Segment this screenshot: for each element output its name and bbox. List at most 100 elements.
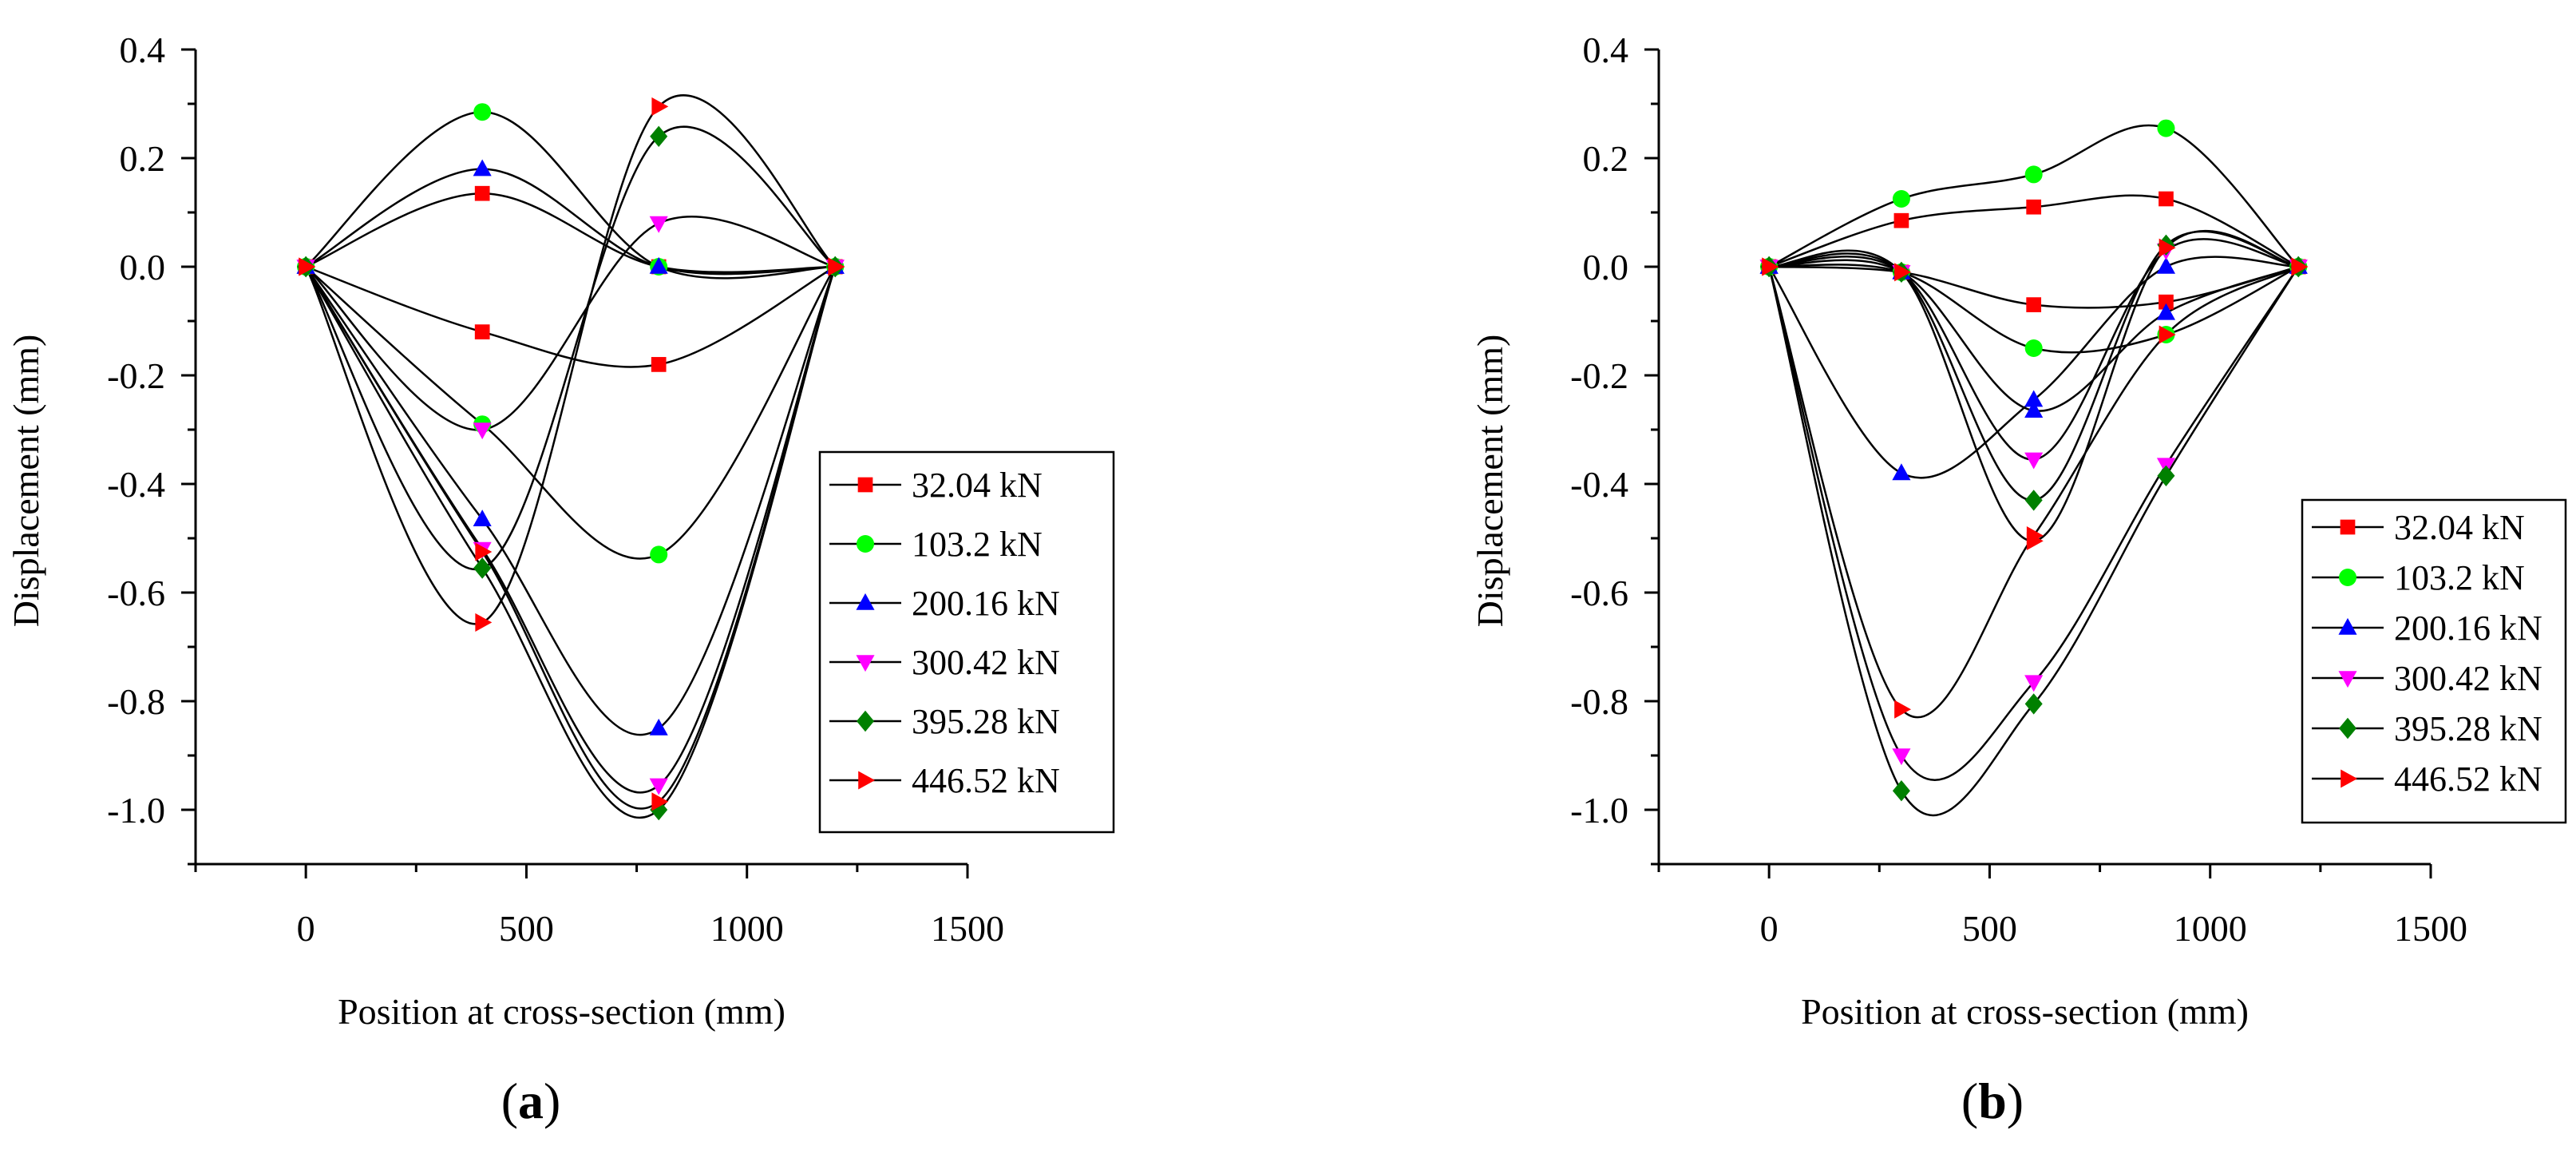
data-point: [2024, 452, 2044, 470]
data-point: [299, 257, 316, 276]
data-point: [473, 103, 492, 121]
legend-label: 103.2 kN: [2394, 558, 2525, 597]
data-point: [475, 613, 493, 632]
legend-label: 200.16 kN: [2394, 609, 2542, 648]
series-line: [305, 266, 837, 560]
data-point: [2157, 119, 2175, 137]
legend-marker: [856, 655, 875, 672]
series-line: [305, 266, 837, 794]
y-axis-title: Displacement (mm): [6, 335, 46, 628]
data-point: [1892, 190, 1910, 208]
y-tick-label: -0.2: [1570, 355, 1628, 396]
legend-label: 32.04 kN: [912, 466, 1043, 505]
x-axis-title: Position at cross-section (mm): [338, 991, 785, 1032]
series-line: [305, 125, 836, 571]
data-point: [828, 257, 845, 276]
panel-label: (a): [501, 1073, 561, 1129]
data-point: [650, 799, 668, 821]
data-point: [473, 159, 492, 176]
legend-marker: [856, 593, 875, 610]
series-line: [1767, 265, 2299, 719]
data-point: [651, 792, 669, 811]
y-tick-label: -1.0: [107, 790, 165, 831]
x-tick-label: 1500: [2394, 908, 2467, 949]
legend-label: 300.42 kN: [2394, 659, 2542, 698]
data-point: [651, 97, 669, 116]
data-point: [2159, 325, 2176, 344]
y-tick-label: -0.8: [1570, 681, 1628, 722]
data-point: [1894, 263, 1912, 282]
data-point: [2024, 693, 2043, 715]
chart-panel-a: 0.4 0.2 0.0 -0.2 -0.4 -0.6 -0.8 -1.0 0 500 1000 150…: [6, 30, 1115, 1129]
y-tick-label: -0.2: [107, 355, 165, 396]
x-axis-title: Position at cross-section (mm): [1801, 991, 2249, 1032]
y-tick-label: -1.0: [1570, 790, 1628, 831]
legend-marker: [2338, 671, 2357, 688]
legend-marker: [2339, 569, 2356, 586]
series-line: [305, 266, 837, 736]
data-point: [649, 718, 668, 736]
legend-marker: [2340, 519, 2356, 535]
series-line: [305, 215, 836, 431]
data-point: [2156, 256, 2176, 274]
y-tick-label: -0.8: [107, 681, 165, 722]
data-point: [1894, 700, 1912, 719]
data-point: [2024, 165, 2043, 184]
x-tick-label: 1000: [710, 908, 784, 949]
data-point: [2024, 675, 2044, 692]
series-line: [305, 192, 836, 274]
legend: 32.04 kN 103.2 kN 200.16 kN 300.42 kN 395.28…: [2301, 498, 2567, 824]
chart-panel-b: 0.4 0.2 0.0 -0.2 -0.4 -0.6 -0.8 -1.0 0 500 1000 150…: [1470, 30, 2567, 1129]
legend-label: 103.2 kN: [912, 525, 1043, 564]
series-line: [305, 168, 836, 276]
data-point: [2026, 297, 2042, 312]
series-line: [1767, 266, 2300, 781]
data-point: [649, 778, 668, 795]
legend-marker: [858, 771, 876, 790]
data-point: [473, 422, 492, 440]
legend-label: 200.16 kN: [912, 584, 1060, 623]
y-tick-label: 0.0: [1583, 247, 1629, 288]
legend-label: 446.52 kN: [2394, 759, 2542, 799]
series-line: [1768, 124, 2300, 268]
y-tick-label: -0.4: [107, 464, 165, 505]
legend-marker: [857, 535, 874, 553]
legend-label: 395.28 kN: [912, 702, 1060, 741]
legend-box: [2301, 498, 2567, 824]
y-tick-label: 0.2: [120, 138, 166, 179]
data-point: [2291, 257, 2309, 276]
data-point: [650, 545, 668, 564]
y-tick-label: 0.4: [1583, 30, 1629, 70]
y-axis-title: Displacement (mm): [1470, 335, 1510, 628]
legend-label: 395.28 kN: [2394, 709, 2542, 748]
data-point: [1892, 748, 1911, 766]
y-tick-label: 0.0: [120, 247, 166, 288]
data-point: [2024, 339, 2043, 357]
series-line: [1769, 259, 2299, 412]
data-point: [2026, 531, 2044, 550]
data-point: [2026, 199, 2042, 215]
data-point: [474, 324, 490, 339]
series-line: [304, 94, 837, 625]
legend: 32.04 kN 103.2 kN 200.16 kN 300.42 kN 395.28…: [818, 450, 1115, 834]
data-point: [2159, 191, 2174, 207]
series-line: [305, 110, 836, 280]
data-point: [2024, 390, 2044, 407]
data-point: [650, 125, 668, 147]
data-point: [1893, 212, 1909, 228]
legend-marker: [2338, 617, 2357, 635]
y-tick-label: -0.6: [1570, 573, 1628, 613]
data-point: [473, 557, 492, 579]
data-point: [2159, 238, 2176, 257]
legend-marker: [2341, 769, 2358, 788]
y-tick-label: -0.4: [1570, 464, 1628, 505]
data-point: [2159, 294, 2174, 310]
y-tick-label: -0.6: [107, 573, 165, 613]
series-line: [1767, 266, 2300, 816]
data-point: [649, 216, 668, 233]
data-point: [2024, 401, 2044, 418]
data-point: [651, 357, 667, 372]
data-point: [1892, 780, 1910, 802]
data-point: [1892, 463, 1911, 481]
